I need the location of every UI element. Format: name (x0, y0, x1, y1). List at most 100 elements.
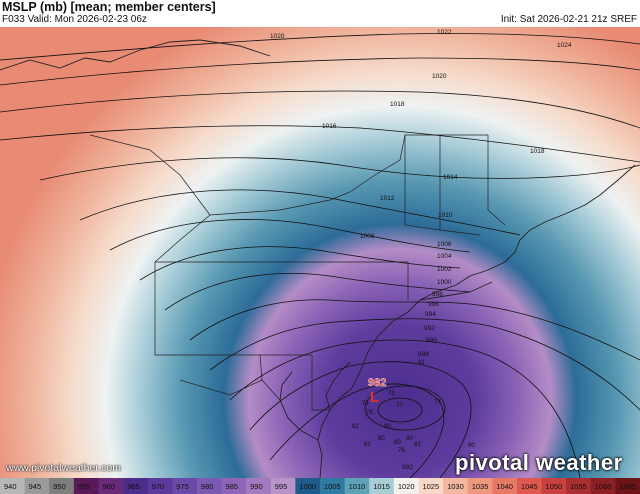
member-center-value: 80 (394, 440, 401, 446)
member-center-value: 77 (434, 400, 441, 406)
isobar-label: 1024 (557, 42, 572, 49)
member-center-value: 78 (366, 410, 373, 416)
valid-time: F033 Valid: Mon 2026-02-23 06z (2, 14, 147, 25)
colorbar-label: 980 (201, 482, 214, 491)
low-symbol: L (370, 389, 379, 406)
member-center-value: 82 (352, 424, 359, 430)
colorbar-swatch (590, 478, 616, 494)
colorbar-swatch (246, 478, 272, 494)
isobar-label: 994 (425, 311, 436, 318)
colorbar-label: 985 (226, 482, 239, 491)
colorbar-swatch (516, 478, 543, 494)
colorbar-label: 1020 (398, 482, 415, 491)
colorbar-swatch (541, 478, 567, 494)
colorbar-swatch (98, 478, 124, 494)
colorbar-swatch (393, 478, 419, 494)
colorbar-swatch (344, 478, 370, 494)
colorbar-label: 1005 (324, 482, 341, 491)
colorbar-swatch (221, 478, 247, 494)
isobar-label: 1014 (443, 174, 458, 181)
map-title: MSLP (mb) [mean; member centers] (2, 0, 216, 14)
low-value: 982 (368, 377, 386, 389)
colorbar-label: 1025 (422, 482, 439, 491)
colorbar-label: 970 (152, 482, 165, 491)
colorbar-swatch (49, 478, 75, 494)
colorbar-swatch (295, 478, 321, 494)
colorbar-label: 1060 (595, 482, 612, 491)
member-center-value: 78 (398, 448, 405, 454)
colorbar-swatch (123, 478, 149, 494)
member-center-value: 82 (414, 442, 421, 448)
mslp-map: 1020 1022 1024 1020 1018 1018 1016 1014 … (0, 0, 640, 478)
colorbar-swatch (492, 478, 518, 494)
watermark-url: www.pivotalweather.com (6, 462, 121, 474)
colorbar-label: 1040 (496, 482, 513, 491)
isobar-label: 1022 (437, 29, 452, 36)
colorbar-swatch (147, 478, 173, 494)
member-center-value: 73 (388, 391, 395, 397)
colorbar-label: 950 (53, 482, 66, 491)
colorbar-label: 1055 (570, 482, 587, 491)
colorbar-label: 1010 (349, 482, 366, 491)
colorbar-swatch (369, 478, 395, 494)
colorbar-swatch (418, 478, 444, 494)
member-center-value: 80 (406, 436, 413, 442)
member-center-value: 80 (378, 436, 385, 442)
isobar-label: 1018 (390, 101, 405, 108)
colorbar-label: 1035 (472, 482, 489, 491)
isobar-label: 992 (402, 464, 413, 471)
member-center-value: 83 (364, 442, 371, 448)
member-centers: 81 73 73 77 77 78 80 80 82 83 80 78 80 8… (352, 360, 475, 454)
member-center-value: 81 (418, 360, 425, 366)
colorbar-label: 960 (102, 482, 115, 491)
colorbar-swatch (270, 478, 296, 494)
colorbar-swatch (615, 478, 640, 494)
colorbar-label: 1015 (373, 482, 390, 491)
watermark-brand: pivotal weather (455, 450, 623, 475)
init-time: Init: Sat 2026-02-21 21z SREF (500, 14, 637, 25)
isobar-label: 1020 (432, 73, 447, 80)
colorbar-label: 955 (78, 482, 91, 491)
isobar-label: 992 (424, 325, 435, 332)
isobar-label: 998 (432, 291, 443, 298)
isobar-label: 1016 (322, 123, 337, 130)
colorbar-label: 1000 (299, 482, 316, 491)
isobar-labels: 1020 1022 1024 1020 1018 1018 1016 1014 … (270, 29, 572, 471)
isobar-label: 1004 (437, 253, 452, 260)
member-center-value: 73 (362, 401, 369, 407)
colorbar-label: 975 (176, 482, 189, 491)
isobar-label: 1000 (437, 279, 452, 286)
isobar-label: 1002 (437, 266, 452, 273)
colorbar-label: 945 (29, 482, 42, 491)
member-center-value: 80 (384, 424, 391, 430)
colorbar-label: 965 (127, 482, 140, 491)
isobar-label: 996 (428, 301, 439, 308)
colorbar-swatch (172, 478, 198, 494)
isobar-lines (0, 33, 640, 478)
isobar-label: 990 (426, 337, 437, 344)
isobar-label: 988 (418, 351, 429, 358)
colorbar-label: 1050 (546, 482, 563, 491)
isobar-label: 1010 (438, 212, 453, 219)
isobar-label: 1012 (380, 195, 395, 202)
pressure-colorbar: 940 945 950 955 960 965 970 975 980 985 990 995 1000… (0, 478, 640, 494)
colorbar-label: 995 (275, 482, 288, 491)
isobar-label: 1020 (270, 33, 285, 40)
colorbar-swatch (566, 478, 592, 494)
colorbar-swatch (0, 478, 26, 494)
colorbar-swatch (196, 478, 223, 494)
colorbar-label: 1045 (521, 482, 538, 491)
isobar-label: 1006 (437, 241, 452, 248)
colorbar-label: 990 (250, 482, 263, 491)
member-center-value: 77 (396, 403, 403, 409)
isobar-label: 1018 (530, 148, 545, 155)
colorbar-swatch (73, 478, 99, 494)
colorbar-swatch (467, 478, 493, 494)
low-pressure-center: 982 L (368, 377, 387, 406)
colorbar-swatch (443, 478, 469, 494)
member-center-value: 90 (468, 443, 475, 449)
isobar-label: 1008 (360, 233, 375, 240)
colorbar-label: 1065 (619, 482, 636, 491)
colorbar-swatch (320, 478, 346, 494)
colorbar-swatch (24, 478, 50, 494)
